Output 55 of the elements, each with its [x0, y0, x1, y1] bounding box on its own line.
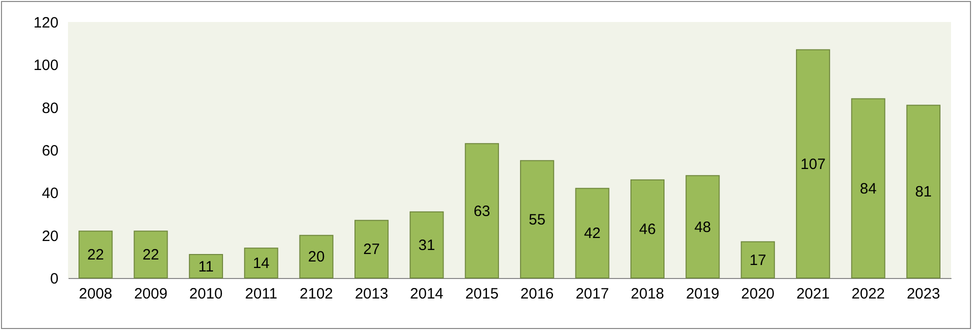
- x-tick-label: 2102: [300, 286, 334, 302]
- bar: [575, 188, 610, 278]
- data-label: 55: [528, 211, 546, 228]
- bar: [520, 160, 554, 278]
- x-tick-label: 2011: [245, 286, 278, 302]
- bar: [740, 241, 775, 278]
- data-label: 27: [363, 241, 380, 258]
- x-tick-label: 2022: [852, 286, 885, 302]
- data-label: 14: [252, 255, 270, 272]
- bar: [851, 98, 886, 278]
- x-tick-label: 2017: [576, 286, 609, 302]
- x-tick-label: 2018: [630, 286, 664, 302]
- x-tick-label: 2010: [189, 286, 223, 302]
- data-label: 17: [750, 252, 766, 269]
- bar: [630, 179, 665, 278]
- y-tick-label: 40: [42, 185, 58, 202]
- x-tick-label: 2009: [134, 286, 168, 302]
- data-label: 11: [198, 258, 214, 276]
- bar: [299, 234, 334, 278]
- x-tick-label: 2019: [686, 286, 720, 302]
- data-label: 20: [308, 248, 325, 266]
- y-tick-label: 80: [42, 100, 58, 117]
- bar: [464, 143, 499, 278]
- data-label: 22: [142, 246, 160, 264]
- bar: [410, 211, 444, 278]
- data-label: 42: [584, 225, 601, 242]
- bar: [78, 230, 113, 278]
- y-tick-label: 60: [42, 142, 58, 160]
- data-label: 31: [418, 236, 436, 254]
- data-label: 22: [87, 246, 104, 264]
- y-tick-label: 20: [42, 228, 58, 245]
- x-tick-label: 2016: [520, 286, 554, 302]
- data-label: 81: [915, 184, 932, 201]
- bar: [244, 248, 278, 278]
- x-tick-label: 2023: [906, 286, 940, 302]
- y-tick-label: 120: [33, 14, 58, 32]
- bar: [796, 49, 830, 278]
- x-tick-label: 2014: [410, 286, 444, 302]
- bar: [906, 104, 940, 278]
- y-tick-label: 100: [33, 57, 58, 74]
- y-tick-label: 0: [50, 270, 58, 288]
- data-label: 84: [860, 180, 877, 198]
- bar: [134, 230, 168, 278]
- data-label: 46: [639, 220, 656, 238]
- bar: [354, 220, 389, 278]
- data-label: 63: [474, 202, 490, 220]
- x-tick-label: 2021: [796, 286, 830, 302]
- data-label: 107: [800, 156, 826, 173]
- bar: [686, 175, 720, 278]
- x-tick-label: 2013: [354, 286, 388, 302]
- x-tick-label: 2020: [741, 286, 775, 302]
- x-tick-label: 2008: [78, 286, 112, 302]
- bar: [188, 254, 224, 278]
- x-tick-label: 2015: [465, 286, 499, 302]
- data-label: 48: [694, 218, 711, 236]
